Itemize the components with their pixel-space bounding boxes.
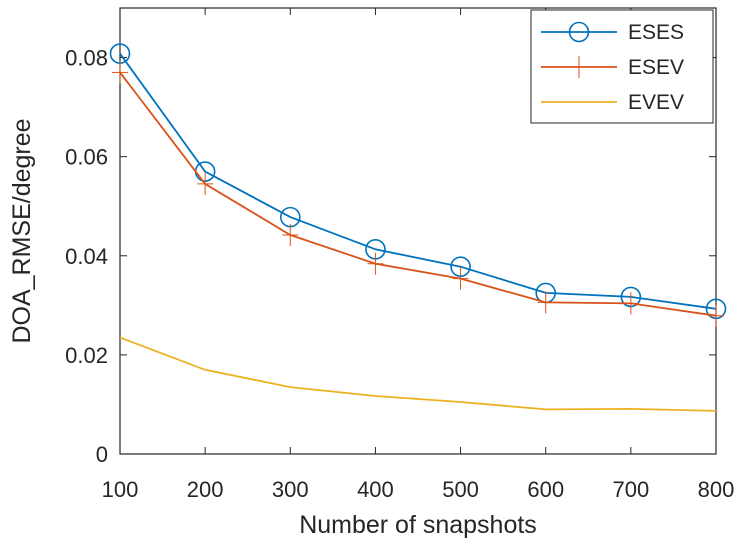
data-point-esev (708, 304, 724, 327)
data-point-esev (112, 61, 128, 84)
x-tick-label: 500 (442, 477, 479, 502)
legend-label-eses: ESES (628, 21, 684, 44)
x-axis-title: Number of snapshots (299, 511, 537, 539)
series-line-evev (119, 336, 717, 412)
legend-marker-eses (568, 21, 590, 43)
y-axis-ticks: 0 0.02 0.04 0.06 0.08 (65, 46, 716, 467)
data-point-esev (367, 252, 384, 275)
x-tick-label: 700 (612, 477, 649, 502)
y-tick-label: 0.06 (65, 145, 108, 170)
data-point-esev (622, 292, 639, 315)
legend-marker-esev (571, 56, 587, 78)
x-tick-label: 200 (187, 477, 224, 502)
x-tick-label: 100 (102, 477, 139, 502)
data-point-esev (452, 267, 469, 290)
y-tick-label: 0 (96, 442, 108, 467)
data-point-esev (282, 223, 299, 246)
legend-label-evev: EVEV (628, 91, 684, 114)
y-tick-label: 0.08 (65, 46, 108, 71)
x-tick-label: 600 (527, 477, 564, 502)
series-line-eses (119, 53, 717, 310)
x-tick-label: 800 (698, 477, 735, 502)
data-point-esev (537, 291, 554, 314)
x-tick-label: 300 (272, 477, 309, 502)
x-tick-label: 400 (357, 477, 394, 502)
y-axis-title: DOA_RMSE/degree (8, 118, 36, 343)
legend: ESES ESEV EVEV (530, 9, 714, 124)
series-group (109, 43, 727, 412)
legend-label-esev: ESEV (628, 56, 684, 79)
y-tick-label: 0.02 (65, 343, 108, 368)
y-tick-label: 0.04 (65, 244, 108, 269)
data-point-esev (197, 172, 214, 195)
x-axis-ticks: 100 200 300 400 500 600 700 800 (102, 8, 735, 502)
series-line-esev (119, 71, 717, 317)
